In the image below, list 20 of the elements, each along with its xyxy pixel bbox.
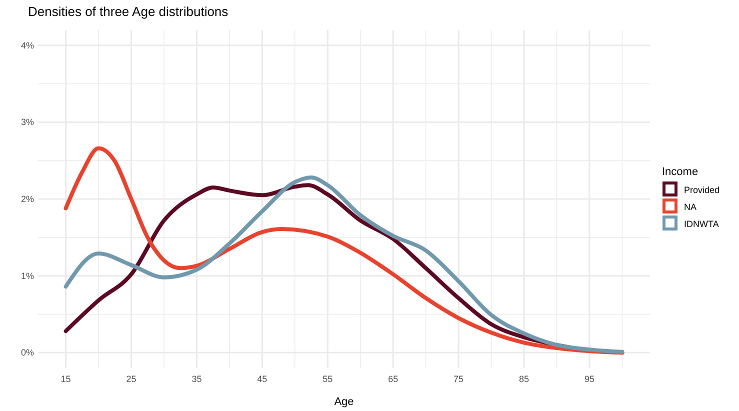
x-tick-label: 25 [126, 374, 136, 384]
y-tick-label: 3% [20, 117, 34, 128]
legend-label: NA [684, 202, 697, 212]
x-axis-title: Age [334, 396, 354, 408]
legend-title: Income [662, 166, 698, 178]
x-tick-label: 95 [584, 374, 594, 384]
x-tick-label: 85 [518, 374, 530, 384]
y-tick-label: 4% [20, 40, 34, 50]
x-tick-label: 35 [192, 374, 202, 384]
legend-label: IDNWTA [684, 219, 719, 229]
y-tick-label: 2% [20, 194, 34, 204]
y-tick-label: 0% [20, 348, 34, 358]
legend-label: Provided [684, 185, 720, 195]
x-tick-label: 45 [257, 374, 268, 384]
x-tick-label: 15 [60, 374, 71, 384]
x-tick-label: 75 [454, 374, 464, 384]
x-tick-label: 65 [388, 374, 398, 384]
y-tick-label: 1% [20, 270, 34, 281]
chart-title: Densities of three Age distributions [28, 4, 229, 19]
x-tick-label: 55 [322, 374, 333, 384]
